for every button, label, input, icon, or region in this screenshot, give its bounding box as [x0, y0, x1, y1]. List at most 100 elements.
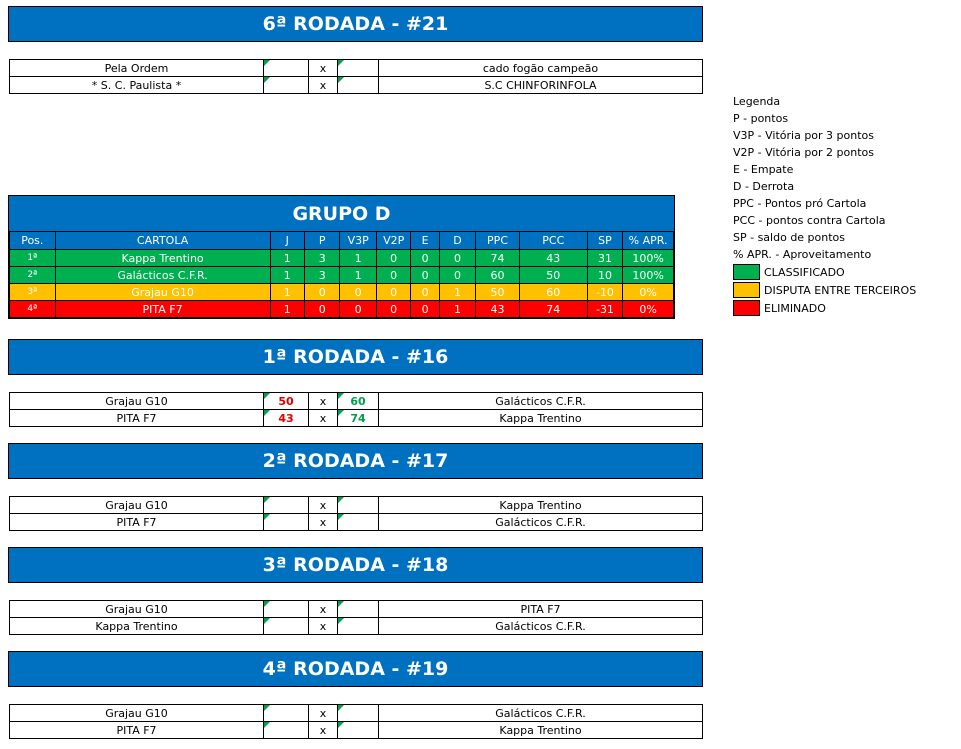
- column-header: PCC: [518, 231, 588, 250]
- stat-cell: -10: [586, 283, 624, 301]
- versus-label: x: [308, 704, 338, 722]
- stat-cell: -31: [586, 300, 624, 318]
- match-row: * S. C. Paulista * x S.C CHINFORINFOLA: [9, 76, 703, 94]
- home-score[interactable]: [263, 617, 309, 635]
- column-header: P: [303, 231, 341, 250]
- home-score[interactable]: [263, 721, 309, 739]
- stat-cell: 1: [339, 266, 377, 284]
- column-header: Pos.: [9, 231, 56, 250]
- column-header: CARTOLA: [54, 231, 271, 250]
- position-cell: 1ª: [9, 249, 56, 267]
- group-title: GRUPO D: [9, 196, 674, 231]
- swatch-label: ELIMINADO: [764, 301, 826, 315]
- away-score[interactable]: [337, 617, 379, 635]
- column-header: V3P: [339, 231, 377, 250]
- column-header: % APR.: [622, 231, 674, 250]
- standings-row: 2ª Galácticos C.F.R. 1 3 1 0 0 0 60 50 10 100%: [9, 266, 674, 284]
- versus-label: x: [308, 409, 338, 427]
- home-team: PITA F7: [9, 513, 264, 531]
- stat-cell: 1: [269, 300, 305, 318]
- home-team: Kappa Trentino: [9, 617, 264, 635]
- home-score[interactable]: [263, 59, 309, 77]
- group-standings: GRUPO D Pos. CARTOLA J P V3P V2P E D PPC PCC SP% AP…: [8, 195, 675, 319]
- match-row: Grajau G10 x Galácticos C.F.R.: [9, 704, 703, 722]
- stat-cell: 74: [518, 300, 588, 318]
- stat-cell: 0: [375, 300, 412, 318]
- away-team: Kappa Trentino: [378, 409, 703, 427]
- away-score[interactable]: [337, 496, 379, 514]
- home-score[interactable]: [263, 496, 309, 514]
- stat-cell: 60: [475, 266, 520, 284]
- match-table: Grajau G10 x Galácticos C.F.R. PITA F7 x Kapp…: [9, 704, 703, 739]
- stat-cell: 0: [410, 266, 440, 284]
- away-score[interactable]: 60: [337, 392, 379, 410]
- away-score[interactable]: [337, 600, 379, 618]
- stat-cell: 0: [339, 300, 377, 318]
- home-score[interactable]: [263, 513, 309, 531]
- match-row: Grajau G10 x Kappa Trentino: [9, 496, 703, 514]
- match-row: Grajau G10 x PITA F7: [9, 600, 703, 618]
- standings-row: 4ª PITA F7 1 0 0 0 0 1 43 74 -31 0%: [9, 300, 674, 318]
- legend-line: P - pontos: [733, 112, 789, 125]
- legend-line: V2P - Vitória por 2 pontos: [733, 146, 875, 159]
- legend-line: PPC - Pontos pró Cartola: [733, 197, 867, 210]
- versus-label: x: [308, 617, 338, 635]
- home-score[interactable]: 43: [263, 409, 309, 427]
- stat-cell: 0%: [622, 300, 674, 318]
- home-team: * S. C. Paulista *: [9, 76, 264, 94]
- home-team: Grajau G10: [9, 496, 264, 514]
- legend-line: D - Derrota: [733, 180, 795, 193]
- away-score[interactable]: [337, 76, 379, 94]
- standings-header: Pos. CARTOLA J P V3P V2P E D PPC PCC SP% APR.: [9, 231, 674, 250]
- match-row: PITA F7 43 x 74 Kappa Trentino: [9, 409, 703, 427]
- home-team: PITA F7: [9, 721, 264, 739]
- away-score[interactable]: 74: [337, 409, 379, 427]
- home-team: Grajau G10: [9, 392, 264, 410]
- stat-cell: 3: [303, 249, 341, 267]
- color-swatch: [733, 282, 760, 298]
- color-swatch: [733, 264, 760, 280]
- match-table: Grajau G10 x PITA F7 Kappa Trentino x Galácti…: [9, 600, 703, 635]
- away-team: Galácticos C.F.R.: [378, 704, 703, 722]
- home-score[interactable]: [263, 600, 309, 618]
- match-table: Pela Ordem x cado fogão campeão * S. C. Pau…: [9, 59, 703, 94]
- stat-cell: 0%: [622, 283, 674, 301]
- match-table: Grajau G10 x Kappa Trentino PITA F7 x Galácti…: [9, 496, 703, 531]
- stat-cell: 50: [518, 266, 588, 284]
- versus-label: x: [308, 600, 338, 618]
- round-title: 2ª RODADA - #17: [8, 443, 703, 479]
- stat-cell: 1: [438, 283, 477, 301]
- standings-row: 1ª Kappa Trentino 1 3 1 0 0 0 74 43 31 100%: [9, 249, 674, 267]
- home-team: PITA F7: [9, 409, 264, 427]
- away-team: Kappa Trentino: [378, 496, 703, 514]
- column-header: V2P: [375, 231, 412, 250]
- stat-cell: 43: [518, 249, 588, 267]
- legend-title: Legenda: [733, 95, 781, 108]
- home-team: Grajau G10: [9, 600, 264, 618]
- standings-table: Pos. CARTOLA J P V3P V2P E D PPC PCC SP% APR. 1ª Kap…: [9, 231, 674, 318]
- away-team: Galácticos C.F.R.: [378, 513, 703, 531]
- home-score[interactable]: 50: [263, 392, 309, 410]
- stat-cell: 43: [475, 300, 520, 318]
- stat-cell: 74: [475, 249, 520, 267]
- legend-line: PCC - pontos contra Cartola: [733, 214, 886, 227]
- away-score[interactable]: [337, 704, 379, 722]
- home-score[interactable]: [263, 76, 309, 94]
- home-team: Grajau G10: [9, 704, 264, 722]
- away-score[interactable]: [337, 721, 379, 739]
- legend-swatch-row: DISPUTA ENTRE TERCEIROS: [733, 281, 959, 299]
- position-cell: 2ª: [9, 266, 56, 284]
- swatch-label: DISPUTA ENTRE TERCEIROS: [764, 283, 917, 297]
- column-header: SP: [586, 231, 624, 250]
- stat-cell: 0: [410, 283, 440, 301]
- column-header: E: [410, 231, 440, 250]
- away-team: Galácticos C.F.R.: [378, 392, 703, 410]
- stat-cell: 0: [438, 266, 477, 284]
- away-team: Galácticos C.F.R.: [378, 617, 703, 635]
- stat-cell: 60: [518, 283, 588, 301]
- away-score[interactable]: [337, 59, 379, 77]
- away-score[interactable]: [337, 513, 379, 531]
- stat-cell: 1: [269, 266, 305, 284]
- stat-cell: 1: [269, 283, 305, 301]
- home-score[interactable]: [263, 704, 309, 722]
